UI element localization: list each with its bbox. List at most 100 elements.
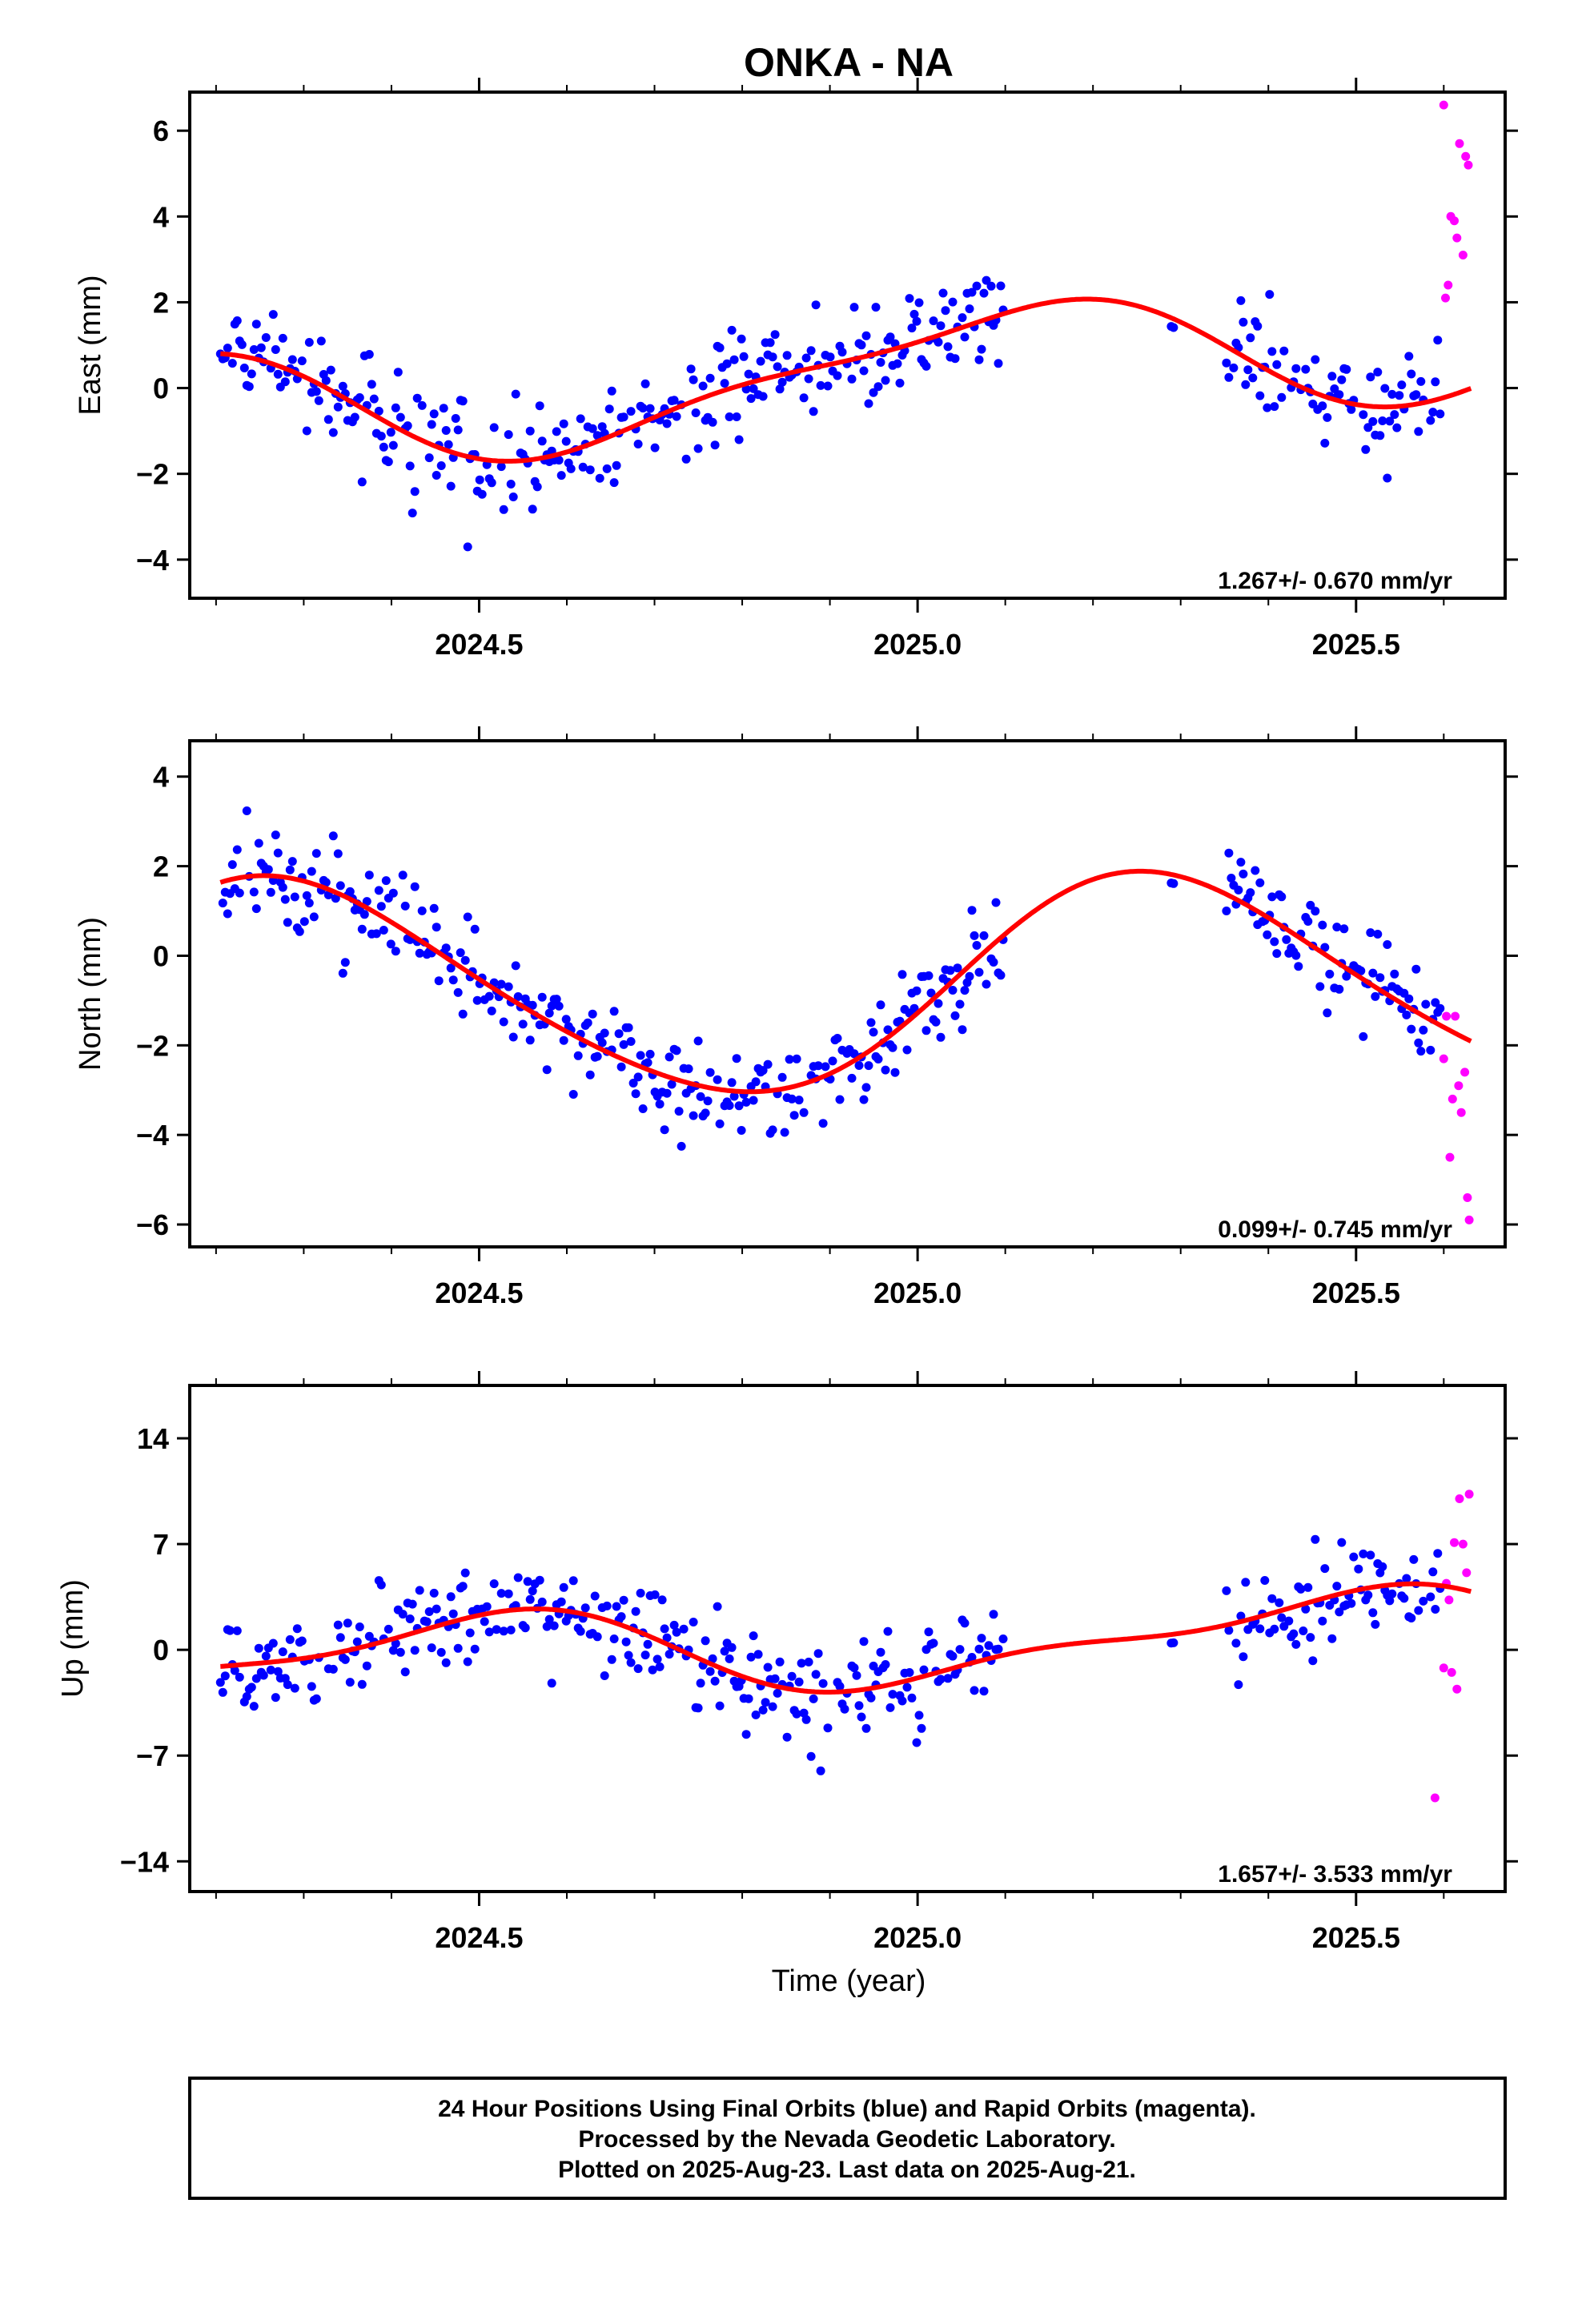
- up-final-point: [797, 1659, 806, 1668]
- east-final-point: [1239, 317, 1248, 327]
- up-final-point: [607, 1655, 616, 1664]
- up-y-tick-label: 14: [137, 1422, 169, 1455]
- east-final-point: [770, 330, 780, 340]
- north-final-point: [592, 1051, 602, 1061]
- up-final-point: [225, 1626, 235, 1635]
- north-final-point: [299, 917, 309, 927]
- up-final-point: [429, 1588, 439, 1598]
- north-final-point: [1272, 949, 1282, 959]
- up-final-point: [1311, 1534, 1320, 1544]
- north-final-point: [619, 1039, 628, 1049]
- up-final-point: [861, 1723, 871, 1733]
- up-final-point: [902, 1683, 912, 1692]
- north-final-point: [967, 906, 977, 915]
- up-final-point: [523, 1577, 532, 1586]
- north-final-point: [799, 1108, 809, 1117]
- up-final-point: [636, 1588, 645, 1598]
- north-final-point: [785, 1055, 794, 1064]
- east-final-point: [595, 473, 604, 483]
- north-final-point: [1291, 951, 1301, 960]
- east-final-point: [405, 461, 415, 471]
- x-axis-label: Time (year): [772, 1964, 926, 1998]
- east-final-point: [758, 392, 768, 401]
- north-final-point: [499, 1017, 508, 1027]
- up-final-point: [943, 1674, 953, 1683]
- north-final-point: [792, 1054, 801, 1063]
- up-model-curve: [219, 1581, 1472, 1695]
- east-final-point: [578, 462, 588, 472]
- east-y-tick-label: 4: [153, 200, 169, 233]
- east-final-point: [508, 493, 518, 501]
- north-final-point: [398, 870, 408, 880]
- north-final-point: [1323, 1008, 1332, 1018]
- up-final-point: [292, 1624, 302, 1634]
- north-final-point: [410, 882, 420, 891]
- east-final-point: [756, 356, 765, 366]
- east-final-point: [1337, 375, 1347, 384]
- north-final-point: [849, 1049, 859, 1059]
- east-final-point: [864, 399, 873, 408]
- north-rate-annotation: 0.099+/- 0.745 mm/yr: [1218, 1216, 1452, 1243]
- east-final-point: [532, 482, 542, 492]
- east-final-point: [847, 374, 857, 384]
- up-final-point: [535, 1575, 544, 1585]
- up-final-point: [984, 1641, 994, 1651]
- east-final-point: [876, 358, 885, 367]
- east-final-point: [1359, 410, 1368, 420]
- north-y-tick-label: −2: [136, 1029, 169, 1062]
- north-final-point: [689, 1111, 698, 1120]
- up-final-point: [746, 1652, 756, 1662]
- north-rapid-point: [1463, 1193, 1472, 1202]
- east-final-point: [861, 331, 871, 340]
- up-final-point: [1387, 1589, 1397, 1598]
- caption-line-2: Processed by the Nevada Geodetic Laborat…: [578, 2126, 1115, 2153]
- up-final-point: [912, 1738, 921, 1747]
- up-rapid-point: [1462, 1568, 1472, 1578]
- north-rapid-point: [1445, 1152, 1455, 1162]
- east-final-point: [979, 288, 989, 298]
- east-x-tick-label: 2025.5: [1312, 628, 1400, 661]
- north-final-point: [1267, 892, 1277, 902]
- east-final-point: [912, 316, 921, 326]
- north-final-point: [528, 1000, 537, 1010]
- east-x-tick-label: 2024.5: [435, 628, 523, 661]
- east-final-point: [626, 407, 636, 416]
- up-final-point: [929, 1638, 938, 1648]
- east-final-point: [528, 505, 537, 514]
- east-final-point: [1253, 321, 1263, 331]
- north-final-point: [1404, 994, 1414, 1003]
- up-final-point: [537, 1597, 547, 1606]
- up-final-point: [1371, 1619, 1380, 1629]
- up-final-point: [1284, 1616, 1294, 1626]
- north-final-point: [554, 1001, 564, 1011]
- up-final-point: [230, 1666, 239, 1675]
- east-panel: 2024.5 2025.0 2025.5 −4 −2 0 2 4 6 East (mm) 1.267…: [74, 78, 1518, 661]
- east-final-point: [1277, 392, 1287, 402]
- east-final-point: [504, 430, 513, 440]
- north-final-point: [235, 888, 244, 898]
- up-final-point: [713, 1602, 722, 1611]
- east-final-point: [525, 426, 535, 436]
- up-final-point: [905, 1668, 914, 1677]
- east-final-point: [1366, 372, 1375, 382]
- east-final-point: [297, 356, 307, 366]
- up-final-point: [1224, 1626, 1234, 1635]
- up-final-point: [1368, 1608, 1378, 1618]
- up-final-point: [866, 1693, 876, 1703]
- up-final-point: [648, 1665, 657, 1675]
- north-final-point: [487, 1006, 496, 1015]
- up-final-point: [1378, 1562, 1387, 1571]
- up-final-point: [813, 1649, 823, 1659]
- up-final-point: [453, 1643, 463, 1653]
- up-final-point: [1433, 1549, 1443, 1558]
- east-rapid-point: [1439, 100, 1448, 110]
- north-final-point: [1236, 858, 1246, 867]
- east-final-point: [881, 376, 890, 385]
- up-final-point: [792, 1709, 801, 1719]
- east-final-point: [823, 381, 833, 391]
- up-panel: 2024.5 2025.0 2025.5 −14 −7 0 7 14 Up (mm) 1.657+…: [56, 1371, 1518, 1954]
- up-final-point: [672, 1627, 681, 1637]
- east-final-point: [1428, 408, 1438, 417]
- up-final-point: [333, 1620, 343, 1630]
- up-final-point: [1236, 1611, 1246, 1621]
